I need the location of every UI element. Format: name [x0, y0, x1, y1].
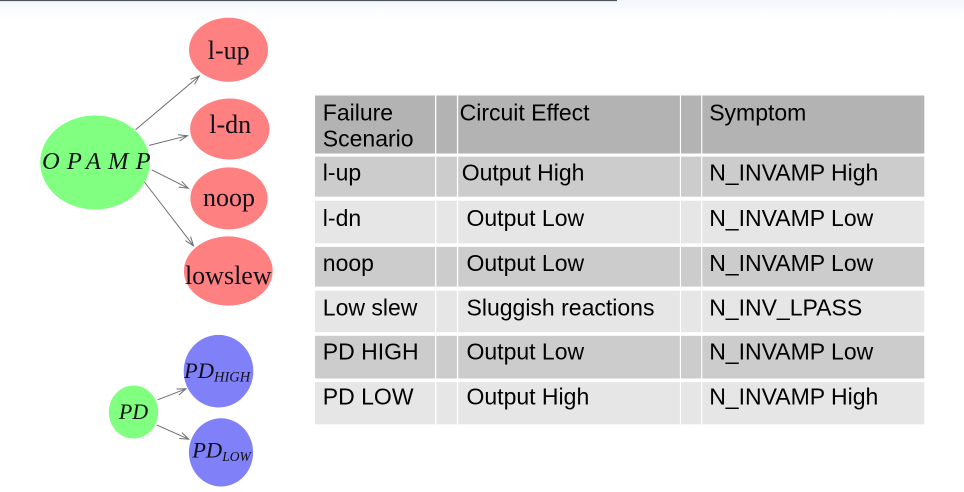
svg-text:Output Low: Output Low: [467, 250, 585, 276]
svg-text:Output High: Output High: [467, 383, 590, 409]
svg-text:N_INVAMP Low: N_INVAMP Low: [709, 205, 873, 231]
svg-text:N_INVAMP High: N_INVAMP High: [709, 159, 878, 185]
svg-text:N_INVAMP Low: N_INVAMP Low: [709, 339, 873, 365]
svg-text:Failure: Failure: [323, 100, 393, 126]
svg-text:N_INVAMP Low: N_INVAMP Low: [709, 250, 873, 276]
svg-text:Low slew: Low slew: [323, 294, 418, 320]
svg-text:Circuit Effect: Circuit Effect: [460, 100, 591, 126]
svg-text:Output Low: Output Low: [467, 339, 585, 365]
svg-text:N_INVAMP High: N_INVAMP High: [709, 383, 878, 409]
svg-text:OPAMP: OPAMP: [42, 148, 158, 175]
svg-text:l-up: l-up: [323, 159, 361, 185]
svg-text:Sluggish reactions: Sluggish reactions: [467, 294, 655, 320]
svg-text:Symptom: Symptom: [709, 100, 806, 126]
svg-text:noop: noop: [323, 250, 374, 276]
svg-text:l-up: l-up: [208, 36, 250, 65]
svg-text:PD: PD: [118, 399, 148, 424]
svg-text:PD LOW: PD LOW: [323, 383, 414, 409]
svg-text:Scenario: Scenario: [323, 126, 414, 152]
svg-text:N_INV_LPASS: N_INV_LPASS: [709, 294, 862, 320]
svg-text:Output Low: Output Low: [467, 205, 585, 231]
svg-text:noop: noop: [203, 183, 255, 212]
svg-text:l-dn: l-dn: [209, 110, 251, 139]
svg-text:lowslew: lowslew: [185, 261, 272, 290]
svg-text:PD HIGH: PD HIGH: [323, 339, 419, 365]
svg-text:l-dn: l-dn: [323, 205, 361, 231]
svg-text:Output High: Output High: [462, 159, 585, 185]
